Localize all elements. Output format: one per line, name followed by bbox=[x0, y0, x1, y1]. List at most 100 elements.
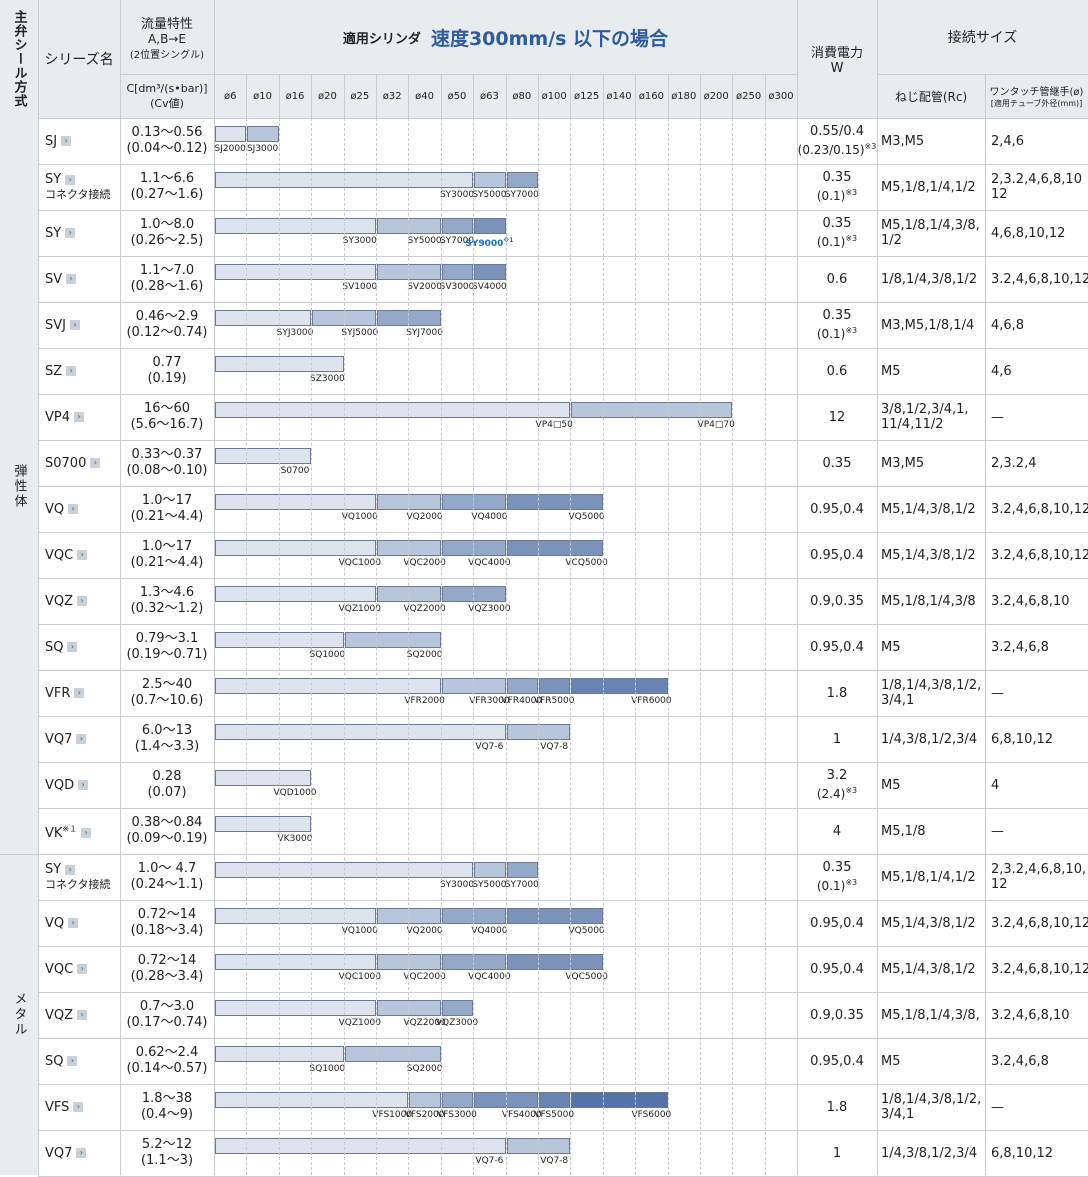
power-value-alt: (0.23/0.15)※3 bbox=[798, 139, 877, 158]
series-link[interactable]: SQ › bbox=[45, 1054, 78, 1069]
flow-value: 0.79〜3.1 bbox=[135, 631, 199, 646]
chevron-right-icon[interactable]: › bbox=[77, 596, 88, 606]
chevron-right-icon[interactable]: › bbox=[74, 412, 85, 422]
thread-cell: 1/8,1/4,3/8,1/2 bbox=[881, 256, 985, 302]
power-value-alt: (0.1)※3 bbox=[817, 231, 857, 250]
series-link[interactable]: VQ › bbox=[45, 502, 79, 517]
cylinder-model-label: VFS1000 bbox=[372, 1110, 412, 1120]
chevron-right-icon[interactable]: › bbox=[66, 274, 77, 284]
series-link[interactable]: VK※１ › bbox=[45, 824, 92, 841]
cylinder-model-label: VQ1000 bbox=[342, 926, 378, 936]
cv-value: (0.32〜1.2) bbox=[130, 601, 204, 616]
series-name-cell: SQ › bbox=[45, 1038, 120, 1084]
series-link[interactable]: VQ7 › bbox=[45, 1146, 87, 1161]
series-link[interactable]: VQZ › bbox=[45, 1008, 88, 1023]
cylinder-model-label: SV2000 bbox=[407, 282, 442, 292]
row-divider bbox=[38, 440, 1088, 441]
onetouch-cell: — bbox=[991, 670, 1088, 716]
chevron-right-icon[interactable]: › bbox=[69, 320, 80, 330]
chevron-right-icon[interactable]: › bbox=[67, 1056, 78, 1066]
chevron-right-icon[interactable]: › bbox=[76, 734, 87, 744]
chevron-right-icon[interactable]: › bbox=[61, 136, 72, 146]
cv-value: (0.18〜3.4) bbox=[130, 923, 204, 938]
series-link[interactable]: SV › bbox=[45, 272, 77, 287]
model-text: VP4□50 bbox=[535, 420, 573, 430]
power-value: 0.95,0.4 bbox=[810, 547, 864, 563]
chevron-right-icon[interactable]: › bbox=[65, 174, 76, 185]
chevron-right-icon[interactable]: › bbox=[68, 918, 79, 928]
model-text: VQZ1000 bbox=[338, 604, 381, 614]
bore-header-10: ø100 bbox=[541, 91, 567, 102]
power-footnote: ※3 bbox=[845, 878, 858, 887]
series-name-cell: VQC › bbox=[45, 532, 120, 578]
series-link[interactable]: VP4 › bbox=[45, 410, 85, 425]
chevron-right-icon[interactable]: › bbox=[65, 864, 76, 875]
cylinder-range-bar bbox=[247, 126, 279, 142]
bore-divider bbox=[765, 74, 766, 118]
power-value: 0.95,0.4 bbox=[810, 639, 864, 655]
model-text: SYJ5000 bbox=[341, 328, 379, 338]
chevron-right-icon[interactable]: › bbox=[67, 642, 78, 652]
series-link[interactable]: SZ › bbox=[45, 364, 77, 379]
flow-cell: 1.0〜17 (0.21〜4.4) bbox=[120, 486, 214, 532]
flow-cell: 1.0〜 4.7 (0.24〜1.1) bbox=[120, 854, 214, 900]
series-link[interactable]: VFR › bbox=[45, 686, 85, 701]
series-link[interactable]: SY › bbox=[45, 172, 76, 187]
series-link[interactable]: SY › bbox=[45, 862, 76, 877]
bore-divider bbox=[376, 74, 377, 118]
chevron-right-icon[interactable]: › bbox=[76, 1148, 87, 1158]
cv-value: (5.6〜16.7) bbox=[130, 417, 204, 432]
series-link[interactable]: VQC › bbox=[45, 961, 88, 977]
chevron-right-icon[interactable]: › bbox=[73, 1102, 84, 1112]
row-divider bbox=[38, 348, 1088, 349]
chevron-right-icon[interactable]: › bbox=[81, 828, 92, 839]
chevron-right-icon[interactable]: › bbox=[77, 1010, 88, 1020]
series-link[interactable]: SVJ › bbox=[45, 318, 80, 333]
model-text: VQC1000 bbox=[338, 558, 382, 568]
power-value: 0.35 bbox=[822, 860, 852, 875]
series-link[interactable]: VQC › bbox=[45, 548, 88, 563]
series-link[interactable]: S0700 › bbox=[45, 456, 101, 471]
onetouch-cell: 2,4,6 bbox=[991, 118, 1088, 164]
series-label: SVJ bbox=[45, 317, 66, 333]
chevron-right-icon[interactable]: › bbox=[78, 780, 89, 790]
power-value-alt: (2.4)※3 bbox=[817, 783, 857, 802]
header-thread-piping: ねじ配管(Rc) bbox=[894, 89, 968, 104]
series-name: VQC › bbox=[45, 548, 88, 563]
series-link[interactable]: SJ › bbox=[45, 134, 72, 149]
series-link[interactable]: VQZ › bbox=[45, 594, 88, 609]
series-link[interactable]: VFS › bbox=[45, 1100, 84, 1115]
onetouch-cell: 3.2,4,6,8 bbox=[991, 1038, 1088, 1084]
model-text: VQC4000 bbox=[468, 972, 511, 982]
series-name-cell: SV › bbox=[45, 256, 120, 302]
header-divider bbox=[214, 74, 797, 75]
row-divider bbox=[38, 486, 1088, 487]
cylinder-range-bar bbox=[506, 540, 603, 556]
series-link[interactable]: VQ7 › bbox=[45, 732, 87, 747]
series-link[interactable]: VQ › bbox=[45, 916, 79, 931]
series-name-cell: VP4 › bbox=[45, 394, 120, 440]
onetouch-value: 3.2,4,6,8 bbox=[991, 1053, 1049, 1069]
cylinder-model-label: SV3000 bbox=[440, 282, 475, 292]
cylinder-range-bar bbox=[571, 678, 668, 694]
series-link[interactable]: SQ › bbox=[45, 639, 78, 655]
series-link[interactable]: SY › bbox=[45, 226, 76, 241]
series-name: VQ7 › bbox=[45, 732, 87, 747]
series-link[interactable]: VQD › bbox=[45, 778, 89, 793]
chevron-right-icon[interactable]: › bbox=[90, 458, 101, 468]
chevron-right-icon[interactable]: › bbox=[66, 366, 77, 376]
power-footnote: ※3 bbox=[845, 234, 858, 243]
series-label: SQ bbox=[45, 639, 64, 655]
chevron-right-icon[interactable]: › bbox=[68, 504, 79, 514]
thread-value: M5,1/8,1/4,3/8 bbox=[881, 593, 976, 609]
bore-divider bbox=[246, 74, 247, 118]
chevron-right-icon[interactable]: › bbox=[77, 964, 88, 974]
model-text: VQZ1000 bbox=[338, 1018, 381, 1028]
flow-value: 6.0〜13 bbox=[141, 723, 193, 738]
chevron-right-icon[interactable]: › bbox=[77, 550, 88, 560]
series-label: VQC bbox=[45, 961, 74, 977]
power-alt-text: (0.1) bbox=[816, 879, 846, 893]
cylinder-model-label: VQ7-8 bbox=[540, 1156, 568, 1166]
chevron-right-icon[interactable]: › bbox=[65, 228, 76, 238]
chevron-right-icon[interactable]: › bbox=[74, 688, 85, 698]
